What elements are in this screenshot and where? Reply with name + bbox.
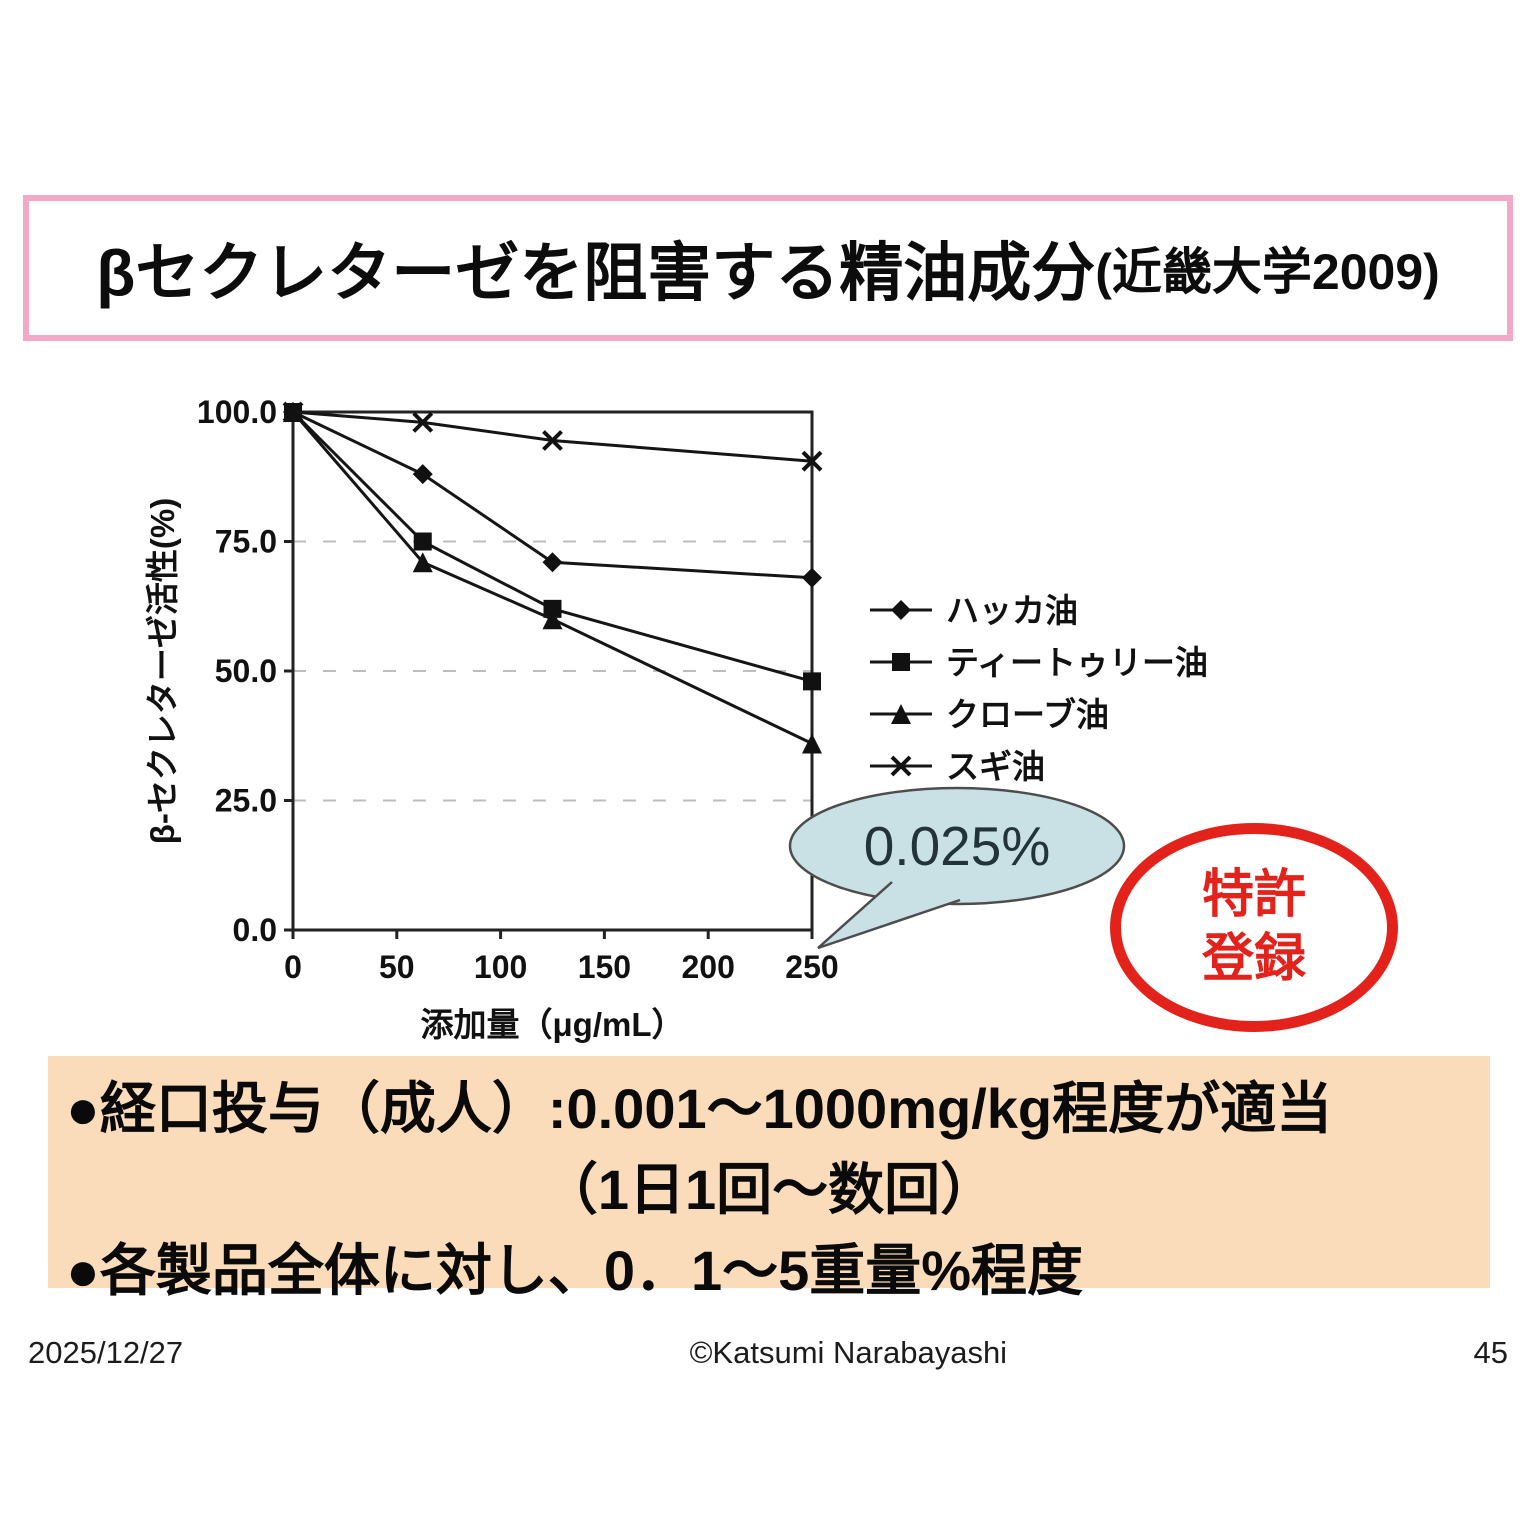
callout-bubble: 0.025%: [788, 786, 1126, 950]
svg-text:150: 150: [578, 949, 631, 985]
svg-text:0.0: 0.0: [233, 912, 277, 948]
svg-text:50.0: 50.0: [215, 653, 277, 689]
callout-text: 0.025%: [864, 815, 1051, 877]
svg-text:25.0: 25.0: [215, 783, 277, 819]
patent-badge-line2: 登録: [1201, 929, 1306, 988]
slide-footer: 2025/12/27 ©Katsumi Narabayashi 45: [0, 1335, 1536, 1371]
y-axis-title: β-セクレターゼ活性(%): [144, 498, 181, 844]
y-axis: 0.0 25.0 50.0 75.0 100.0 β-セクレターゼ活性(%): [144, 394, 293, 948]
svg-text:250: 250: [785, 949, 838, 985]
callout-ellipse: [788, 786, 1126, 906]
title-box: βセクレターゼを阻害する精油成分 (近畿大学2009): [23, 195, 1513, 341]
notes-box: ●経口投与（成人）:0.001～1000mg/kg程度が適当 （1日1回～数回）…: [48, 1056, 1490, 1302]
slide-title: βセクレターゼを阻害する精油成分: [96, 237, 1096, 309]
x-axis-title: 添加量（μg/mL）: [420, 1006, 684, 1043]
svg-text:スギ油: スギ油: [946, 748, 1045, 785]
patent-badge: 特許 登録: [1110, 823, 1398, 1032]
line-chart: 0 50 100 150 200 250 添加量（μg/mL） 0.0 25.0 50.0 75.0…: [144, 394, 1208, 1043]
svg-text:50: 50: [379, 949, 415, 985]
footer-page-number: 45: [1473, 1335, 1508, 1370]
svg-text:100.0: 100.0: [197, 394, 277, 430]
svg-text:0: 0: [284, 949, 302, 985]
svg-text:75.0: 75.0: [215, 524, 277, 560]
footer-date: 2025/12/27: [28, 1335, 184, 1370]
note-weight-percent: ●各製品全体に対し、0．1～5重量%程度: [66, 1239, 1084, 1302]
svg-text:100: 100: [474, 949, 527, 985]
footer-credit: ©Katsumi Narabayashi: [689, 1335, 1008, 1370]
series-3: [282, 401, 823, 472]
note-dosage: ●経口投与（成人）:0.001～1000mg/kg程度が適当: [66, 1077, 1333, 1140]
svg-text:ハッカ油: ハッカ油: [946, 592, 1078, 629]
callout-tail: [817, 881, 961, 950]
x-axis: 0 50 100 150 200 250 添加量（μg/mL）: [284, 930, 839, 1043]
svg-text:ティートゥリー油: ティートゥリー油: [946, 644, 1208, 681]
note-frequency: （1日1回～数回）: [541, 1158, 997, 1221]
chart-gridlines: [293, 540, 812, 802]
svg-text:200: 200: [682, 949, 735, 985]
patent-badge-line1: 特許: [1201, 866, 1306, 925]
slide-title-source: (近畿大学2009): [1095, 244, 1440, 300]
svg-text:クローブ油: クローブ油: [946, 696, 1109, 733]
